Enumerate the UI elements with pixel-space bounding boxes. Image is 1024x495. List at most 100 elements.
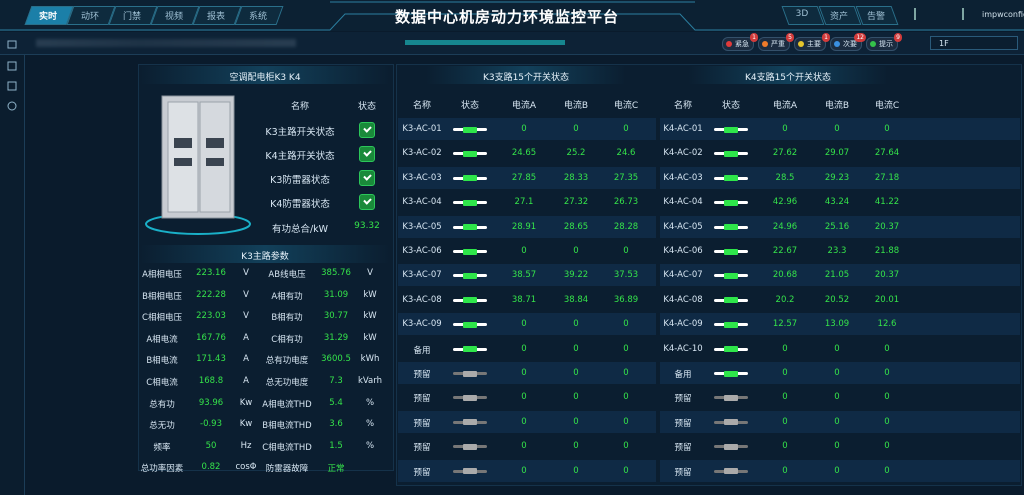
current-value: 0 [782,441,788,452]
current-value: 23.3 [827,246,847,256]
switch-name: 预留 [413,467,431,478]
current-value: 24.6 [616,148,636,159]
switch-knob [463,346,477,353]
alarm-badge[interactable]: 次要 12 [830,33,866,51]
current-value: 43.24 [824,197,850,208]
param-value: 222.28 [196,289,226,300]
cabinet-title: 空调配电柜K3 K4 [229,73,301,83]
current-value: 28.65 [563,221,589,232]
param-label: 防雷器故障 [265,464,309,475]
current-value: 21.05 [824,270,850,281]
nav-tab-label: 实时 [38,12,58,22]
column-header: 电流C [613,101,639,111]
switch-knob [463,394,477,401]
switch-state [714,394,748,401]
switch-state [714,272,748,279]
status-label: K4主路开关状态 [265,151,335,162]
param-unit: kW [363,311,377,322]
current-value: 0 [782,343,788,354]
header-icons[interactable] [914,8,964,20]
current-value: 29.23 [824,172,850,183]
current-value: 0 [884,416,890,427]
param-unit: A [243,354,249,365]
switch-knob [724,370,738,377]
status-header: 状态 [357,102,377,112]
switch-name: 预留 [674,394,692,405]
switch-knob [724,199,738,206]
switch-knob [724,468,738,475]
switch-name: 备用 [674,370,692,380]
sidebar-icons[interactable] [4,36,20,116]
param-value: 385.76 [321,268,351,278]
param-label: B相电流THD [262,421,312,432]
nav-tab-label: 门禁 [122,12,142,22]
sidebar [0,55,25,495]
current-value: 38.71 [511,294,537,305]
switch-knob [463,248,477,255]
total-value: 93.32 [354,221,380,231]
floor-select[interactable]: 1F [930,36,1018,50]
switch-state [453,370,487,377]
switch-state [453,321,487,328]
table-row [660,410,1020,433]
status-label: K4防雷器状态 [270,199,330,210]
param-value: 31.09 [323,289,349,300]
param-value: 31.29 [323,332,349,343]
switch-name: K4-AC-08 [663,294,703,305]
table-row [660,313,1020,336]
switch-name: K4-AC-02 [663,148,703,159]
current-value: 25.2 [566,148,586,159]
current-value: 0 [521,246,527,256]
param-unit: kVarh [357,376,383,386]
current-value: 0 [573,368,579,378]
current-value: 27.35 [613,172,639,183]
current-value: 0 [834,368,840,378]
param-label: A相有功 [271,291,303,302]
param-label: B相有功 [271,313,303,324]
param-label: C相电流 [146,378,178,388]
alarm-badge[interactable]: 紧急 1 [722,33,758,51]
switch-state [453,419,487,426]
current-value: 20.37 [874,270,900,281]
table-row [660,215,1020,238]
current-value: 0 [782,392,788,403]
status-ok [359,194,375,210]
alarm-badge[interactable]: 严重 5 [758,33,794,51]
switch-knob [724,248,738,255]
switch-knob [724,321,738,328]
current-value: 27.62 [772,148,798,159]
switch-state [453,346,487,353]
user-name[interactable]: impwconfig [982,10,1024,19]
status-ok [359,146,375,162]
table-row [660,118,1020,140]
table-title-bar [426,66,626,84]
switch-state [453,443,487,450]
current-value: 37.53 [613,270,639,281]
current-value: 0 [521,368,527,378]
switch-name: K3-AC-09 [402,319,442,330]
cabinet-title-bar [140,66,390,84]
switch-name: 预留 [413,443,431,454]
param-label: A相电流THD [262,399,312,410]
switch-knob [463,175,477,182]
param-unit: A [243,332,249,343]
alarm-badge[interactable]: 主要 1 [794,33,830,51]
param-value: 50 [205,440,217,451]
switch-state [453,272,487,279]
switch-knob [463,224,477,231]
current-value: 0 [623,465,629,476]
table-title: K3支路15个开关状态 [482,73,570,83]
switch-name: 预留 [674,418,692,429]
param-label: B相电流 [146,356,178,367]
current-value: 20.2 [775,294,795,305]
switch-name: 预留 [413,370,431,380]
alarm-count: 5 [786,33,794,42]
param-unit: Kw [239,419,253,430]
switch-name: K4-AC-10 [663,343,703,354]
current-value: 0 [834,343,840,354]
current-value: 0 [623,441,629,452]
alarm-badge[interactable]: 提示 9 [866,33,902,51]
switch-knob [463,199,477,206]
switch-state [453,297,487,304]
param-unit: % [365,419,375,430]
